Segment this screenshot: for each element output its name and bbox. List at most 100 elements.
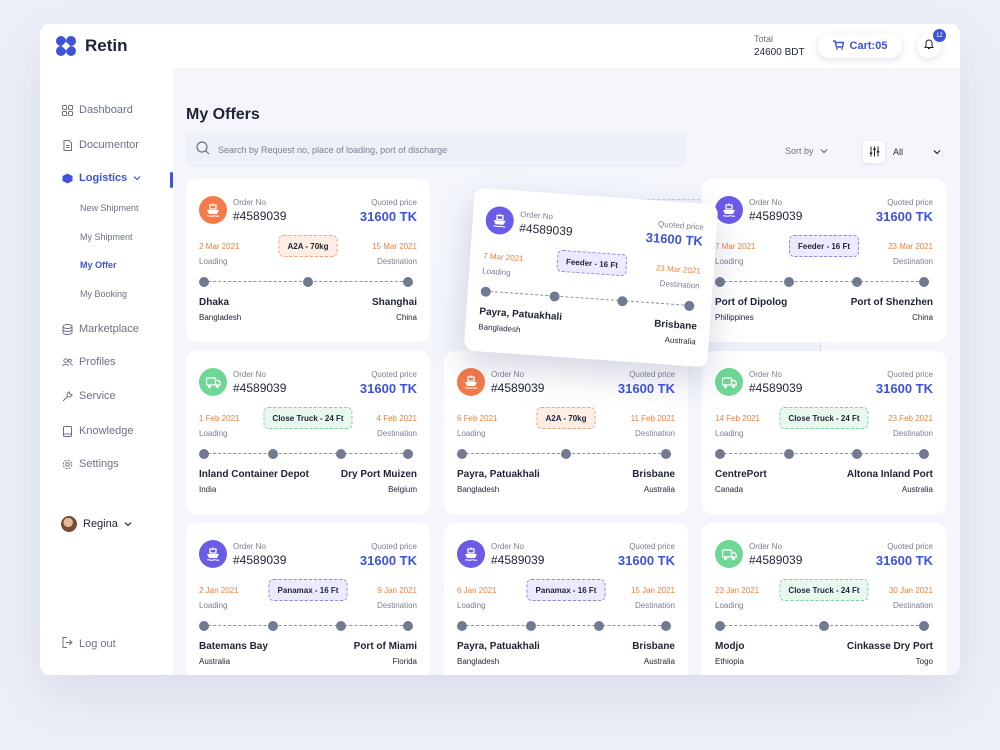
quoted-price: 31600 TK xyxy=(617,553,675,568)
route-stop-dot xyxy=(403,449,413,459)
loading-label: Loading xyxy=(457,429,486,438)
price-label: Quoted price xyxy=(657,219,705,232)
sidebar-item-marketplace[interactable]: Marketplace xyxy=(62,323,139,335)
loading-label: Loading xyxy=(481,266,511,278)
offer-card[interactable]: Order No #4589039 Quoted price 31600 TK … xyxy=(186,523,430,675)
origin-city: Inland Container Depot xyxy=(199,469,309,480)
cargo-type-badge: Feeder - 16 Ft xyxy=(556,249,628,277)
box-icon xyxy=(62,173,73,184)
sidebar-subitem-new-shipment[interactable]: New Shipment xyxy=(80,203,139,213)
top-bar: Retin Total 24600 BDT Cart:05 12 xyxy=(40,24,960,68)
sidebar-subitem-my-shipment[interactable]: My Shipment xyxy=(80,232,133,242)
offer-card[interactable]: Order No #4589039 Quoted price 31600 TK … xyxy=(444,523,688,675)
route-stop-dot xyxy=(268,449,278,459)
price-label: Quoted price xyxy=(629,370,675,379)
origin-country: Australia xyxy=(199,657,231,666)
sidebar-item-service[interactable]: Service xyxy=(62,390,116,402)
destination-date: 4 Feb 2021 xyxy=(376,414,417,423)
loading-label: Loading xyxy=(715,257,744,266)
origin-country: India xyxy=(199,485,217,494)
quoted-price: 31600 TK xyxy=(875,209,933,224)
order-label: Order No xyxy=(233,542,266,551)
origin-country: Bangladesh xyxy=(457,485,500,494)
loading-date: 7 Mar 2021 xyxy=(482,251,524,264)
sidebar-item-dashboard[interactable]: Dashboard xyxy=(62,104,133,116)
route-line xyxy=(719,453,929,454)
chevron-down-icon xyxy=(133,172,141,184)
order-label: Order No xyxy=(749,542,782,551)
route-stop-dot xyxy=(919,449,929,459)
order-number: #4589039 xyxy=(749,209,803,223)
route-stop-dot xyxy=(457,449,467,459)
notifications-button[interactable]: 12 xyxy=(917,29,946,58)
sidebar-item-label: Dashboard xyxy=(79,104,133,116)
offer-card[interactable]: Order No #4589039 Quoted price 31600 TK … xyxy=(702,179,946,342)
loading-label: Loading xyxy=(199,601,228,610)
offer-card[interactable]: Order No #4589039 Quoted price 31600 TK … xyxy=(444,351,688,514)
quoted-price: 31600 TK xyxy=(645,229,704,249)
route-stop-dot xyxy=(594,621,604,631)
order-label: Order No xyxy=(491,370,524,379)
route-stop-dot xyxy=(336,449,346,459)
route-track xyxy=(715,621,933,631)
user-menu[interactable]: Regina xyxy=(61,516,132,532)
origin-city: Payra, Patuakhali xyxy=(457,641,540,652)
avatar xyxy=(61,516,77,532)
ship-icon xyxy=(492,213,507,228)
offer-card[interactable]: Order No #4589039 Quoted price 31600 TK … xyxy=(702,351,946,514)
destination-date: 15 Jan 2021 xyxy=(630,586,675,595)
route-stop-dot xyxy=(199,621,209,631)
route-stop-dot xyxy=(526,621,536,631)
destination-date: 30 Jan 2021 xyxy=(888,586,933,595)
transport-icon-circle xyxy=(715,368,743,396)
price-label: Quoted price xyxy=(371,198,417,207)
sidebar-item-logistics[interactable]: Logistics xyxy=(62,172,141,184)
filter-button[interactable] xyxy=(863,141,885,163)
offer-card[interactable]: Order No #4589039 Quoted price 31600 TK … xyxy=(702,523,946,675)
order-number: #4589039 xyxy=(491,553,545,567)
sidebar-item-settings[interactable]: Settings xyxy=(62,458,119,470)
logo[interactable]: Retin xyxy=(55,35,128,57)
sidebar-subitem-my-booking[interactable]: My Booking xyxy=(80,289,128,299)
offer-card[interactable]: Order No #4589039 Quoted price 31600 TK … xyxy=(186,351,430,514)
quoted-price: 31600 TK xyxy=(359,209,417,224)
offer-card[interactable]: Order No #4589039 Quoted price 31600 TK … xyxy=(463,187,719,368)
order-number: #4589039 xyxy=(749,553,803,567)
truck-icon xyxy=(721,376,737,389)
order-number: #4589039 xyxy=(749,381,803,395)
destination-date: 23 Mar 2021 xyxy=(888,242,933,251)
sidebar-item-documentor[interactable]: Documentor xyxy=(62,139,139,151)
price-label: Quoted price xyxy=(887,370,933,379)
route-stop-dot xyxy=(403,277,413,287)
loading-label: Loading xyxy=(199,257,228,266)
order-number: #4589039 xyxy=(233,381,287,395)
route-track xyxy=(715,449,933,459)
book-icon xyxy=(62,425,73,437)
destination-city: Brisbane xyxy=(632,641,675,652)
destination-city: Brisbane xyxy=(653,318,698,333)
route-stop-dot xyxy=(661,621,671,631)
offer-card[interactable]: Order No #4589039 Quoted price 31600 TK … xyxy=(186,179,430,342)
total-summary: Total 24600 BDT xyxy=(754,32,805,59)
cart-button[interactable]: Cart:05 xyxy=(818,34,902,58)
sliders-icon xyxy=(869,146,880,159)
ship-icon xyxy=(464,375,478,389)
chevron-down-icon xyxy=(820,146,828,156)
sidebar-item-profiles[interactable]: Profiles xyxy=(62,356,116,368)
loading-date: 7 Mar 2021 xyxy=(715,242,756,251)
search-input[interactable] xyxy=(218,145,668,155)
filter-dropdown[interactable]: All xyxy=(863,140,943,164)
price-label: Quoted price xyxy=(371,542,417,551)
truck-icon xyxy=(721,548,737,561)
destination-date: 23 Feb 2021 xyxy=(888,414,933,423)
bell-icon xyxy=(924,37,934,55)
logout-button[interactable]: Log out xyxy=(62,637,116,651)
sort-dropdown[interactable]: Sort by xyxy=(785,146,828,156)
sidebar-item-knowledge[interactable]: Knowledge xyxy=(62,425,133,437)
sidebar-subitem-my-offer[interactable]: My Offer xyxy=(80,260,117,270)
loading-date: 14 Feb 2021 xyxy=(715,414,760,423)
route-track xyxy=(199,277,417,287)
destination-city: Shanghai xyxy=(371,297,417,308)
route-stop-dot xyxy=(715,277,725,287)
destination-date: 15 Mar 2021 xyxy=(372,242,417,251)
